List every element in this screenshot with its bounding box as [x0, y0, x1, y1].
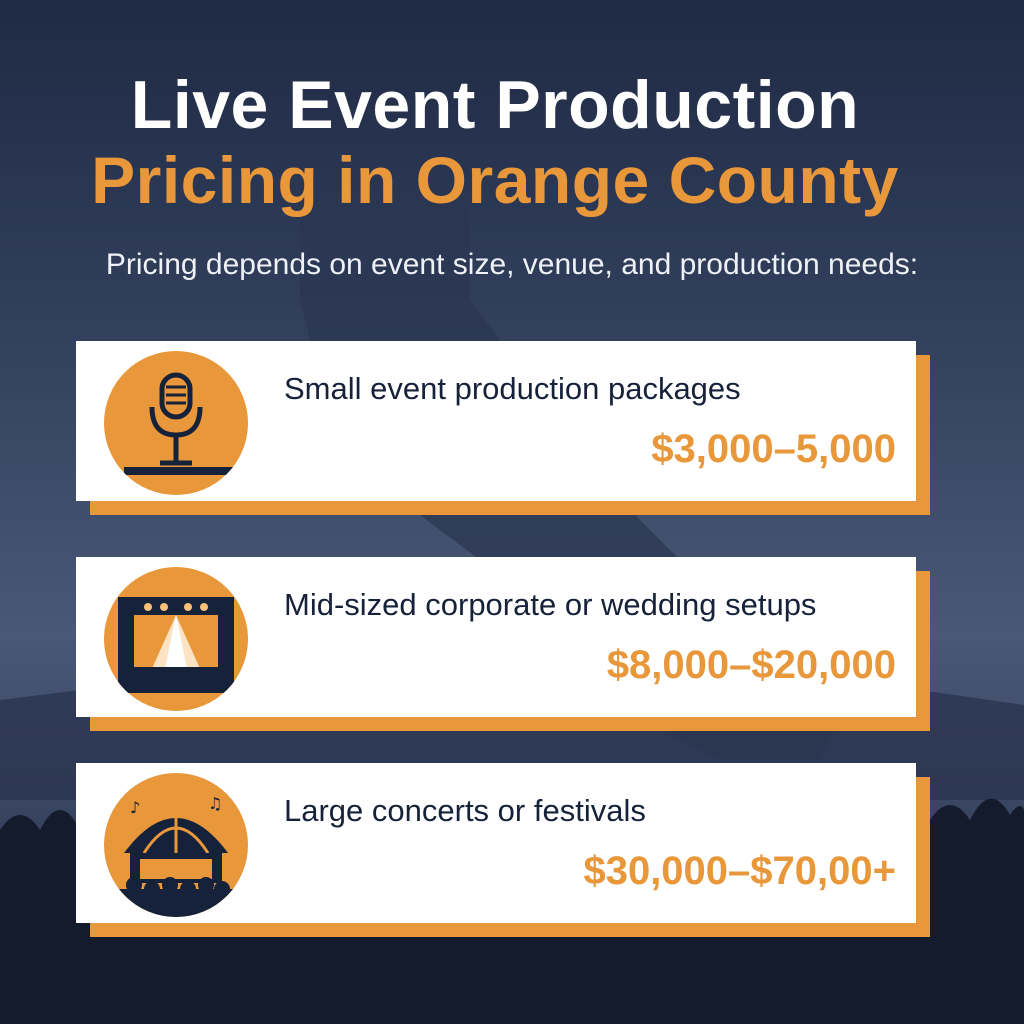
- tier-price: $3,000–5,000: [651, 427, 896, 471]
- tier-label: Mid-sized corporate or wedding setups: [284, 587, 817, 622]
- crowd-silhouette: [0, 798, 1024, 1024]
- card-body: ♪ ♫ Large concerts or festivals $30,000–…: [76, 763, 916, 923]
- microphone-icon: [104, 351, 248, 495]
- tier-price: $30,000–$70,00+: [583, 849, 896, 893]
- pricing-card-mid: Mid-sized corporate or wedding setups $8…: [76, 557, 930, 733]
- tier-label: Small event production packages: [284, 371, 741, 406]
- stage-lights-icon: [104, 567, 248, 711]
- tier-price: $8,000–$20,000: [606, 643, 896, 687]
- card-body: Mid-sized corporate or wedding setups $8…: [76, 557, 916, 717]
- svg-text:♪: ♪: [130, 798, 140, 817]
- page-subtitle-title: Pricing in Orange County: [91, 143, 899, 217]
- intro-text: Pricing depends on event size, venue, an…: [105, 248, 919, 281]
- festival-tent-icon: ♪ ♫: [104, 773, 248, 917]
- pricing-card-small: Small event production packages $3,000–5…: [76, 341, 930, 517]
- svg-text:♫: ♫: [208, 794, 222, 813]
- pricing-card-large: ♪ ♫ Large concerts or festivals $30,000–…: [76, 763, 930, 939]
- card-body: Small event production packages $3,000–5…: [76, 341, 916, 501]
- tier-label: Large concerts or festivals: [284, 793, 646, 828]
- page-title: Live Event Production: [130, 67, 860, 143]
